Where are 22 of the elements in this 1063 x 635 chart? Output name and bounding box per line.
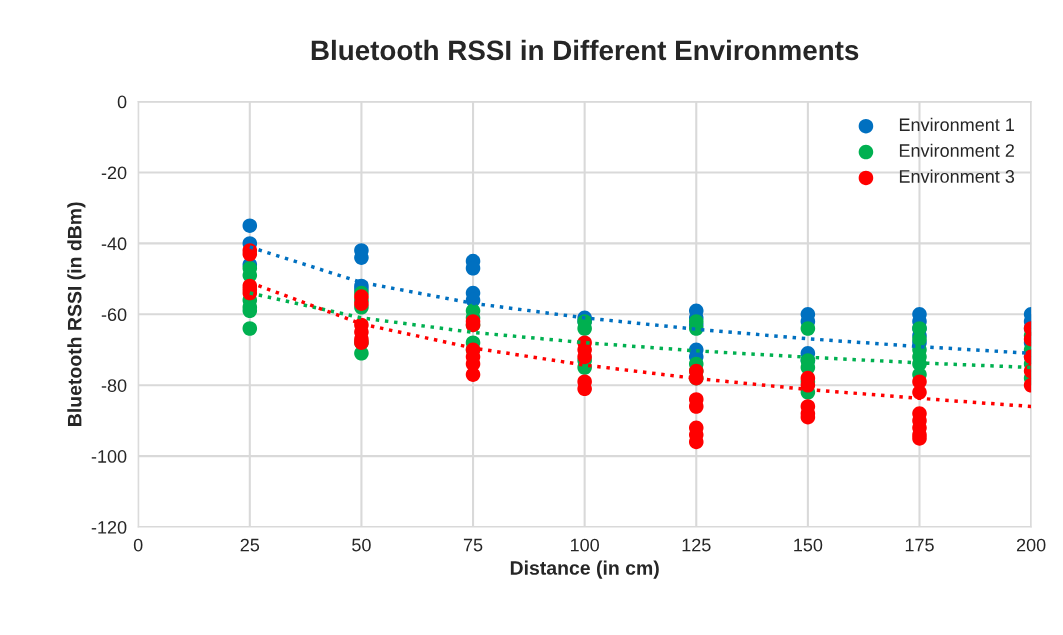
y-tick-label: 0	[117, 95, 127, 109]
x-tick-label: 25	[240, 538, 260, 552]
legend-label: Environment 1	[899, 117, 1014, 132]
x-tick-label: 150	[794, 538, 823, 552]
legend-label: Environment 3	[899, 169, 1015, 183]
y-tick-label: -20	[101, 166, 127, 180]
x-axis-title: Distance (in cm)	[510, 560, 659, 579]
chart-title: Bluetooth RSSI in Different Environments	[311, 39, 859, 61]
y-tick-label: -120	[91, 520, 127, 534]
x-tick-label: 175	[905, 538, 934, 552]
legend-label: Environment 2	[899, 143, 1014, 157]
y-tick-label: -80	[101, 379, 127, 392]
y-tick-label: -40	[101, 237, 127, 251]
x-tick-label: 0	[133, 538, 143, 552]
y-tick-label: -100	[91, 450, 127, 463]
y-tick-label: -60	[101, 308, 127, 322]
y-axis-title: Bluetooth RSSI (in dBm)	[67, 202, 86, 426]
x-tick-label: 75	[463, 538, 483, 552]
x-tick-label: 200	[1016, 538, 1046, 552]
x-tick-label: 50	[352, 538, 371, 552]
x-tick-label: 100	[570, 538, 600, 552]
x-tick-label: 125	[682, 538, 711, 552]
